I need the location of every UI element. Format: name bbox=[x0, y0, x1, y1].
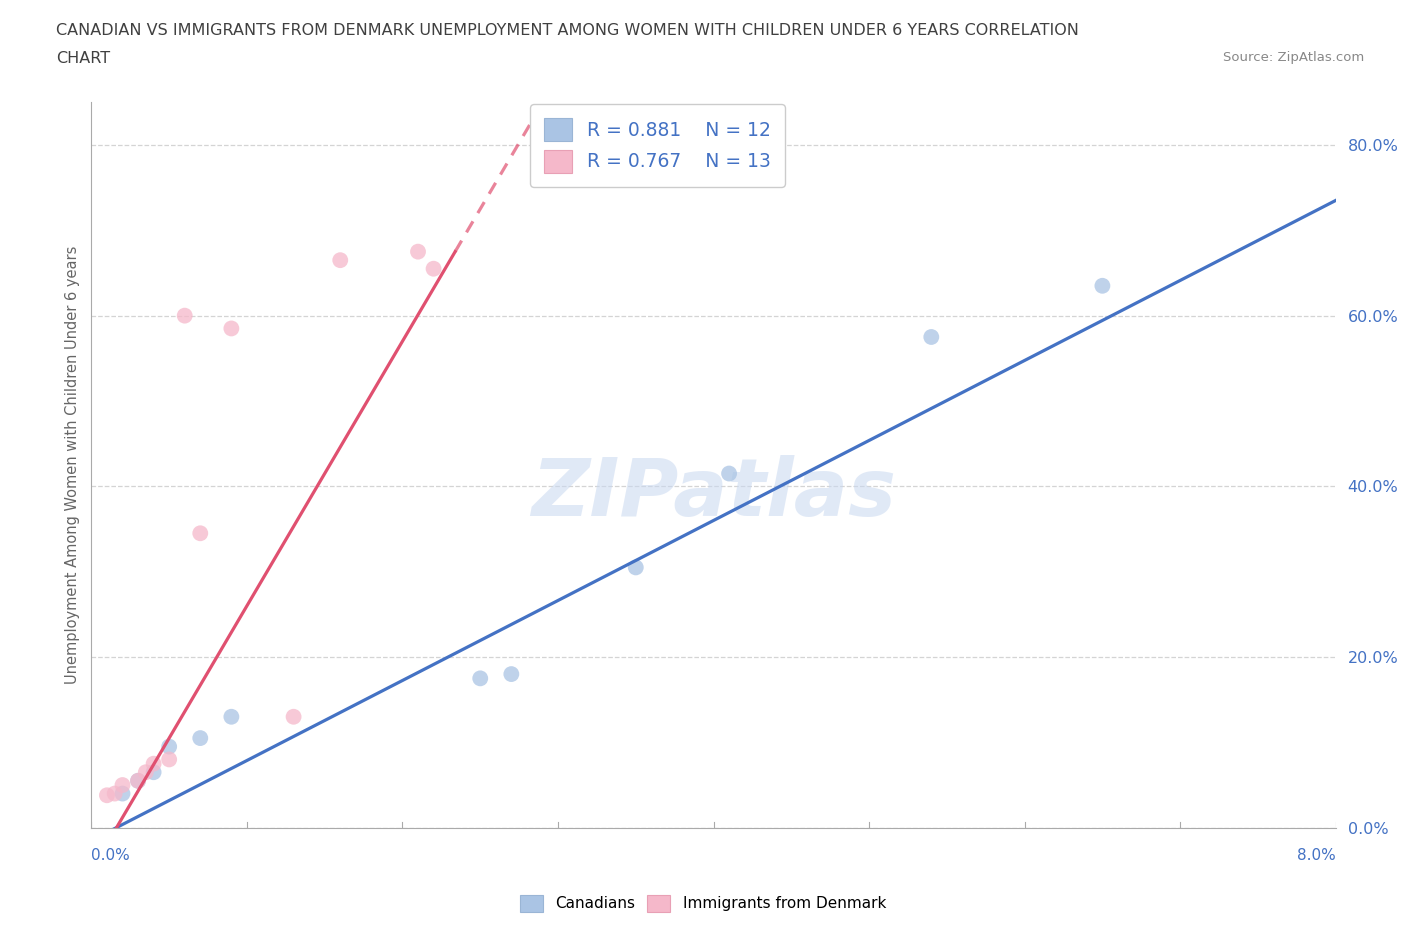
Point bbox=[1091, 278, 1114, 293]
Text: Source: ZipAtlas.com: Source: ZipAtlas.com bbox=[1223, 51, 1364, 64]
Point bbox=[135, 764, 157, 779]
Point bbox=[104, 786, 127, 801]
Point bbox=[329, 253, 352, 268]
Point bbox=[111, 786, 134, 801]
Point bbox=[142, 764, 165, 779]
Point bbox=[221, 321, 243, 336]
Y-axis label: Unemployment Among Women with Children Under 6 years: Unemployment Among Women with Children U… bbox=[65, 246, 80, 684]
Point bbox=[173, 308, 195, 323]
Legend: R = 0.881    N = 12, R = 0.767    N = 13: R = 0.881 N = 12, R = 0.767 N = 13 bbox=[530, 104, 785, 187]
Text: ZIPatlas: ZIPatlas bbox=[531, 455, 896, 533]
Text: CHART: CHART bbox=[56, 51, 110, 66]
Point bbox=[111, 777, 134, 792]
Point bbox=[718, 466, 741, 481]
Point bbox=[422, 261, 444, 276]
Point bbox=[501, 667, 523, 682]
Point bbox=[127, 774, 149, 789]
Point bbox=[221, 710, 243, 724]
Point bbox=[157, 752, 180, 767]
Text: 0.0%: 0.0% bbox=[91, 848, 131, 863]
Text: CANADIAN VS IMMIGRANTS FROM DENMARK UNEMPLOYMENT AMONG WOMEN WITH CHILDREN UNDER: CANADIAN VS IMMIGRANTS FROM DENMARK UNEM… bbox=[56, 23, 1080, 38]
Point bbox=[127, 774, 149, 789]
Point bbox=[157, 739, 180, 754]
Point bbox=[142, 756, 165, 771]
Point bbox=[188, 525, 211, 540]
Point bbox=[920, 329, 942, 344]
Point bbox=[470, 671, 492, 685]
Point bbox=[96, 788, 118, 803]
Text: 8.0%: 8.0% bbox=[1296, 848, 1336, 863]
Legend: Canadians, Immigrants from Denmark: Canadians, Immigrants from Denmark bbox=[515, 889, 891, 918]
Point bbox=[188, 731, 211, 746]
Point bbox=[406, 245, 429, 259]
Point bbox=[283, 710, 305, 724]
Point bbox=[624, 560, 647, 575]
